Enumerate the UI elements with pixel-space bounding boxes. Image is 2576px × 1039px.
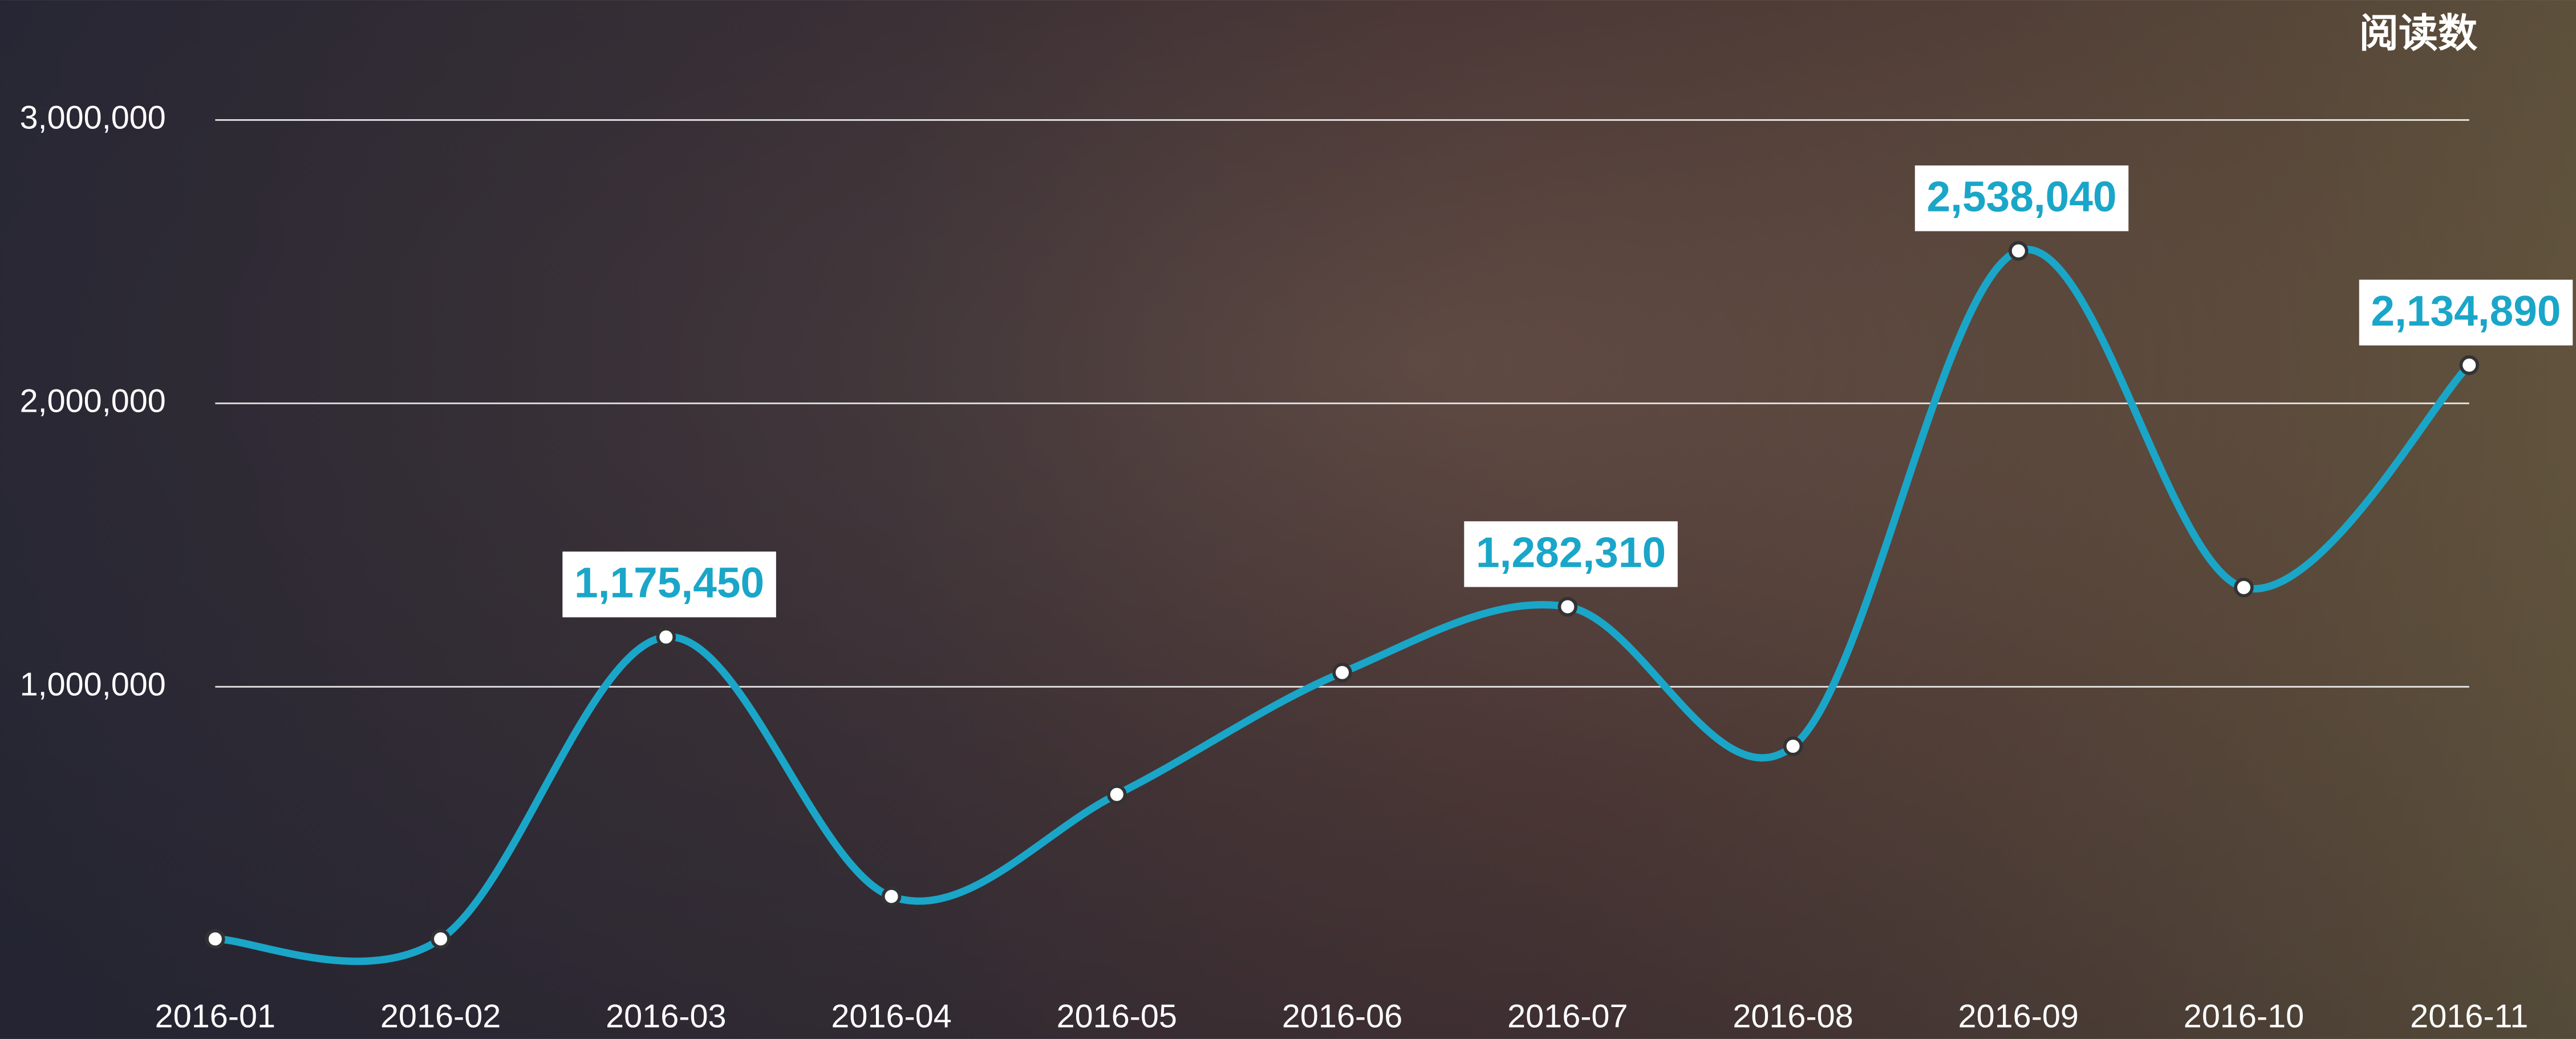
y-tick-label: 2,000,000 bbox=[20, 383, 166, 420]
data-label: 1,282,310 bbox=[1476, 528, 1666, 576]
point bbox=[1332, 663, 1352, 683]
point bbox=[2234, 578, 2254, 598]
x-tick-label: 2016-07 bbox=[1507, 998, 1628, 1034]
y-tick-label: 3,000,000 bbox=[20, 100, 166, 136]
data-label-box bbox=[1914, 165, 2129, 232]
y-axis-title: 阅读数 bbox=[2359, 11, 2478, 55]
data-label-box bbox=[562, 551, 776, 618]
x-tick-label: 2016-06 bbox=[1282, 998, 1402, 1034]
x-tick-label: 2016-05 bbox=[1057, 998, 1177, 1034]
point bbox=[2459, 355, 2480, 375]
data-label: 2,134,890 bbox=[2371, 287, 2561, 335]
point bbox=[1783, 736, 1803, 756]
data-label: 2,538,040 bbox=[1926, 172, 2116, 220]
x-tick-label: 2016-04 bbox=[831, 998, 951, 1034]
x-tick-label: 2016-01 bbox=[155, 998, 275, 1034]
data-label-box bbox=[2359, 279, 2573, 346]
point bbox=[205, 929, 225, 949]
data-label-box bbox=[1464, 521, 1678, 587]
point bbox=[431, 929, 451, 949]
point bbox=[881, 886, 902, 907]
x-tick-label: 2016-03 bbox=[606, 998, 726, 1034]
line bbox=[215, 246, 2472, 965]
x-tick-label: 2016-09 bbox=[1958, 998, 2079, 1034]
point bbox=[1557, 596, 1578, 617]
data-label: 1,175,450 bbox=[574, 559, 764, 607]
x-tick-label: 2016-11 bbox=[2410, 998, 2528, 1034]
x-tick-label: 2016-02 bbox=[380, 998, 501, 1034]
point bbox=[656, 627, 676, 647]
x-tick-label: 2016-08 bbox=[1733, 998, 1853, 1034]
x-tick-label: 2016-10 bbox=[2184, 998, 2304, 1034]
point bbox=[2008, 241, 2029, 261]
y-tick-label: 1,000,000 bbox=[20, 666, 166, 703]
point bbox=[1107, 784, 1127, 805]
